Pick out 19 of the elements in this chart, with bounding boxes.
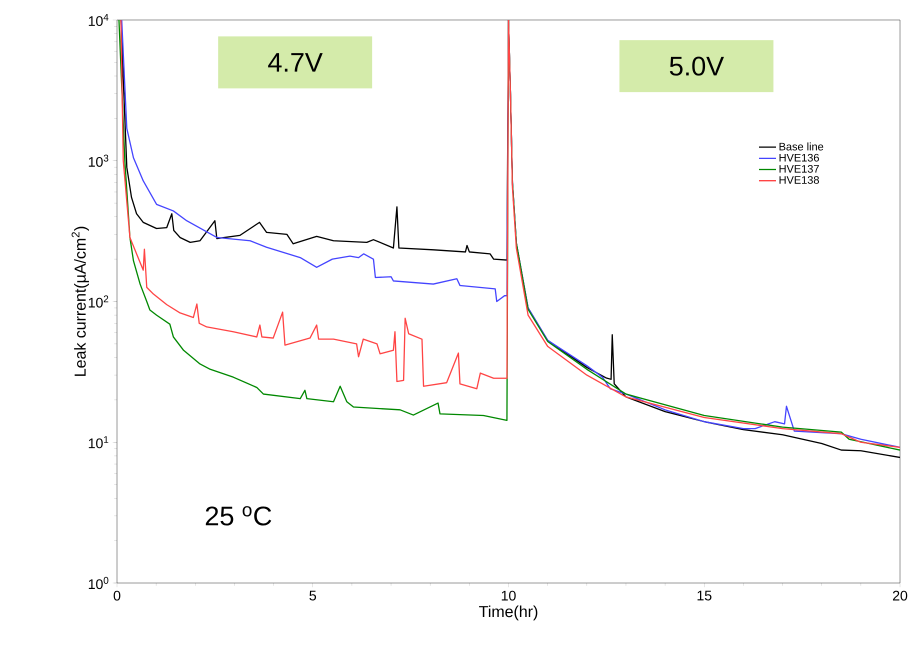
x-tick-label: 20 [892, 590, 908, 601]
annotation: 25 $^{o}$C [206, 506, 272, 526]
legend-label: Base line [780, 142, 824, 150]
y-tick-label: 10$^{3}$ [88, 154, 108, 167]
x-tick-label: 5 [309, 590, 316, 600]
annotation: 4.7V [268, 53, 323, 72]
y-tick-label: 10$^{4}$ [88, 14, 108, 26]
y-tick-label: 10$^{0}$ [88, 576, 108, 590]
legend-label: HVE136 [780, 154, 819, 162]
legend-label: HVE138 [780, 176, 819, 184]
legend-label: HVE137 [780, 164, 819, 173]
annotation: 5.0V [670, 56, 724, 76]
y-tick-label: 10$^{1}$ [88, 436, 108, 448]
x-tick-label: 0 [114, 590, 120, 601]
x-tick-label: 10 [502, 590, 516, 601]
y-tick-label: 10$^{2}$ [88, 295, 108, 308]
x-axis-title: Time(hr) [479, 605, 538, 620]
x-tick-label: 15 [698, 590, 712, 600]
y-axis-title: Leak current(µA/cm$^{2}$) [72, 226, 89, 376]
